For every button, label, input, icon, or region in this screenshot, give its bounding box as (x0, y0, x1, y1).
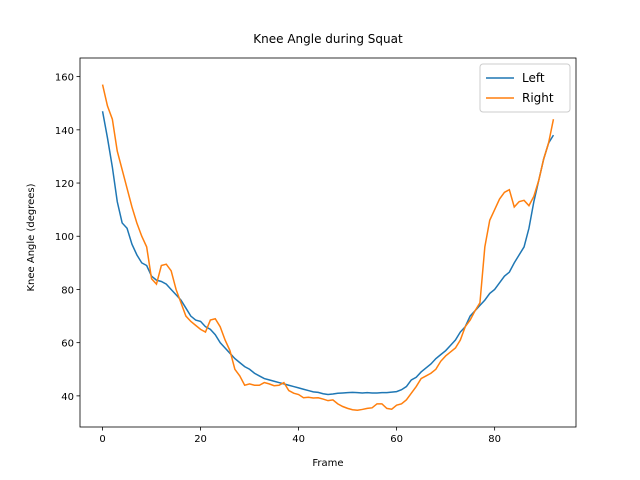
y-tick-label: 140 (55, 126, 74, 137)
x-tick-label: 80 (488, 434, 501, 445)
x-tick-label: 60 (390, 434, 403, 445)
y-axis-label: Knee Angle (degrees) (26, 183, 37, 291)
line-series (101, 84, 555, 411)
y-tick-label: 160 (55, 73, 74, 84)
chart-title: Knee Angle during Squat (253, 32, 403, 46)
x-tick-label: 20 (194, 434, 207, 445)
line-series (101, 111, 555, 396)
legend-label: Right (522, 91, 554, 105)
y-tick-label: 100 (55, 232, 74, 243)
y-tick-label: 80 (61, 285, 74, 296)
y-tick-label: 120 (55, 179, 74, 190)
x-tick-label: 40 (292, 434, 305, 445)
plot-frame (79, 57, 577, 428)
x-tick-label: 0 (99, 434, 105, 445)
legend-label: Left (522, 71, 545, 85)
legend-box (479, 63, 571, 113)
y-tick-label: 40 (61, 392, 74, 403)
x-axis-label: Frame (312, 458, 343, 469)
y-tick-label: 60 (61, 339, 74, 350)
